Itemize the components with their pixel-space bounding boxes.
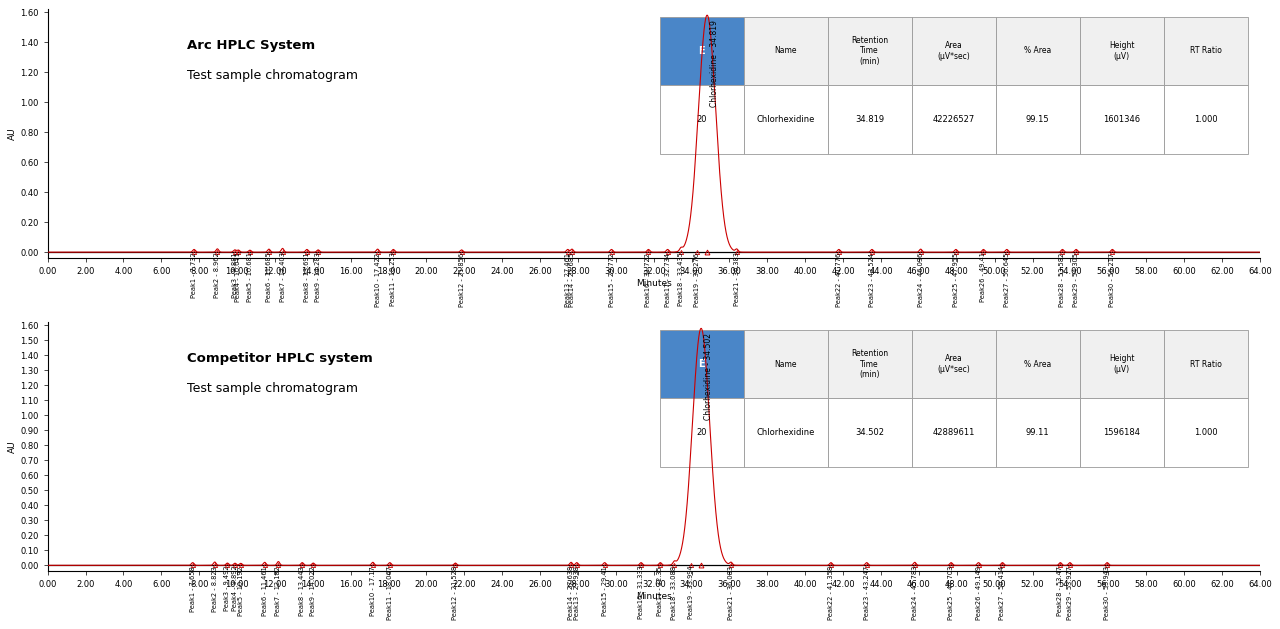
Text: Test sample chromatogram: Test sample chromatogram (187, 382, 358, 395)
Text: Peak27 - 50.645: Peak27 - 50.645 (1004, 253, 1010, 307)
Text: Peak1 - 7.732: Peak1 - 7.732 (191, 253, 197, 298)
Text: Peak2 - 8.823: Peak2 - 8.823 (211, 565, 218, 611)
Text: Peak12 - 21.528: Peak12 - 21.528 (452, 565, 458, 620)
Text: Competitor HPLC system: Competitor HPLC system (187, 352, 372, 365)
Text: Peak10 - 17.422: Peak10 - 17.422 (375, 253, 380, 307)
Text: Peak6 - 11.461: Peak6 - 11.461 (261, 565, 268, 616)
Text: Peak5 - 10.681: Peak5 - 10.681 (247, 253, 253, 303)
Text: Peak30 - 56.217: Peak30 - 56.217 (1110, 253, 1115, 307)
Text: Peak26 - 49.149: Peak26 - 49.149 (975, 565, 982, 620)
Text: Test sample chromatogram: Test sample chromatogram (187, 69, 358, 82)
Text: Peak17 - 32.734: Peak17 - 32.734 (664, 253, 671, 306)
Text: Peak16 - 31.333: Peak16 - 31.333 (639, 565, 644, 620)
Text: Peak23 - 43.524: Peak23 - 43.524 (869, 253, 876, 307)
Text: Arc HPLC System: Arc HPLC System (187, 39, 315, 52)
Text: Peak10 - 17.17: Peak10 - 17.17 (370, 565, 376, 616)
Text: Peak29 - 54.305: Peak29 - 54.305 (1073, 253, 1079, 307)
Text: Peak25 - 47.955: Peak25 - 47.955 (952, 253, 959, 307)
Text: Peak21 - 36.383: Peak21 - 36.383 (733, 253, 740, 306)
Text: Peak29 - 53.977: Peak29 - 53.977 (1068, 565, 1073, 620)
Text: Peak14 - 27.638: Peak14 - 27.638 (568, 565, 575, 620)
Text: Peak30 - 55.943: Peak30 - 55.943 (1105, 565, 1110, 620)
Text: Peak8 - 13.443: Peak8 - 13.443 (300, 565, 305, 616)
Text: Peak3 - 9.492: Peak3 - 9.492 (224, 565, 230, 611)
Text: Peak5 - 10.192: Peak5 - 10.192 (238, 565, 243, 616)
Text: Peak13 - 27.461: Peak13 - 27.461 (564, 253, 571, 306)
X-axis label: Minutes: Minutes (636, 279, 672, 288)
Text: Peak19 - 34.276: Peak19 - 34.276 (694, 253, 700, 306)
Text: Peak22 - 41.358: Peak22 - 41.358 (828, 565, 835, 620)
Text: Peak1 - 7.658: Peak1 - 7.658 (189, 565, 196, 611)
Y-axis label: AU: AU (9, 127, 18, 140)
Text: Peak24 - 46.096: Peak24 - 46.096 (918, 253, 924, 307)
Text: Peak21 - 36.083: Peak21 - 36.083 (728, 565, 733, 620)
Text: Peak28 - 53.582: Peak28 - 53.582 (1060, 253, 1065, 307)
Text: Peak15 - 29.772: Peak15 - 29.772 (608, 253, 614, 307)
Text: Peak25 - 47.703: Peak25 - 47.703 (948, 565, 954, 620)
Text: Peak19 - 33.994: Peak19 - 33.994 (689, 565, 695, 620)
Text: Peak24 - 45.783: Peak24 - 45.783 (911, 565, 918, 620)
Text: Chlorhexidine - 34.502: Chlorhexidine - 34.502 (704, 333, 713, 420)
Text: Peak4 - 9.892: Peak4 - 9.892 (232, 565, 238, 611)
Text: Peak9 - 14.283: Peak9 - 14.283 (315, 253, 321, 303)
Text: Peak3 - 9.881: Peak3 - 9.881 (232, 253, 238, 298)
Text: Peak6 - 11.685: Peak6 - 11.685 (266, 253, 271, 303)
Text: Peak15 - 29.41: Peak15 - 29.41 (602, 565, 608, 616)
Text: Peak11 - 18.253: Peak11 - 18.253 (390, 253, 397, 306)
Y-axis label: AU: AU (9, 440, 18, 453)
Text: Peak4 - 10.071: Peak4 - 10.071 (236, 253, 242, 303)
Text: Peak18 - 33.435: Peak18 - 33.435 (678, 253, 684, 306)
Text: Peak2 - 8.962: Peak2 - 8.962 (214, 253, 220, 298)
Text: Peak11 - 18.067: Peak11 - 18.067 (387, 565, 393, 620)
Text: Peak18 - 33.088: Peak18 - 33.088 (671, 565, 677, 620)
Text: Peak22 - 41.776: Peak22 - 41.776 (836, 253, 842, 307)
Text: Peak12 - 21.856: Peak12 - 21.856 (458, 253, 465, 307)
Text: Peak27 - 50.414: Peak27 - 50.414 (1000, 565, 1006, 620)
Text: Peak14 - 27.685: Peak14 - 27.685 (570, 253, 575, 307)
Text: Peak26 - 49.41: Peak26 - 49.41 (980, 253, 987, 303)
Text: Peak16 - 31.722: Peak16 - 31.722 (645, 253, 652, 306)
Text: Peak13 - 27.938: Peak13 - 27.938 (573, 565, 580, 620)
Text: Peak23 - 43.247: Peak23 - 43.247 (864, 565, 869, 620)
Text: Peak28 - 53.47: Peak28 - 53.47 (1057, 565, 1064, 616)
Text: Peak17 - 32.35: Peak17 - 32.35 (658, 565, 663, 616)
Text: Peak7 - 12.403: Peak7 - 12.403 (279, 253, 285, 303)
Text: Peak8 - 13.691: Peak8 - 13.691 (303, 253, 310, 302)
Text: Peak9 - 14.022: Peak9 - 14.022 (310, 565, 316, 616)
Text: Chlorhexidine - 34.819: Chlorhexidine - 34.819 (710, 20, 719, 107)
X-axis label: Minutes: Minutes (636, 592, 672, 601)
Text: Peak7 - 12.182: Peak7 - 12.182 (275, 565, 282, 616)
